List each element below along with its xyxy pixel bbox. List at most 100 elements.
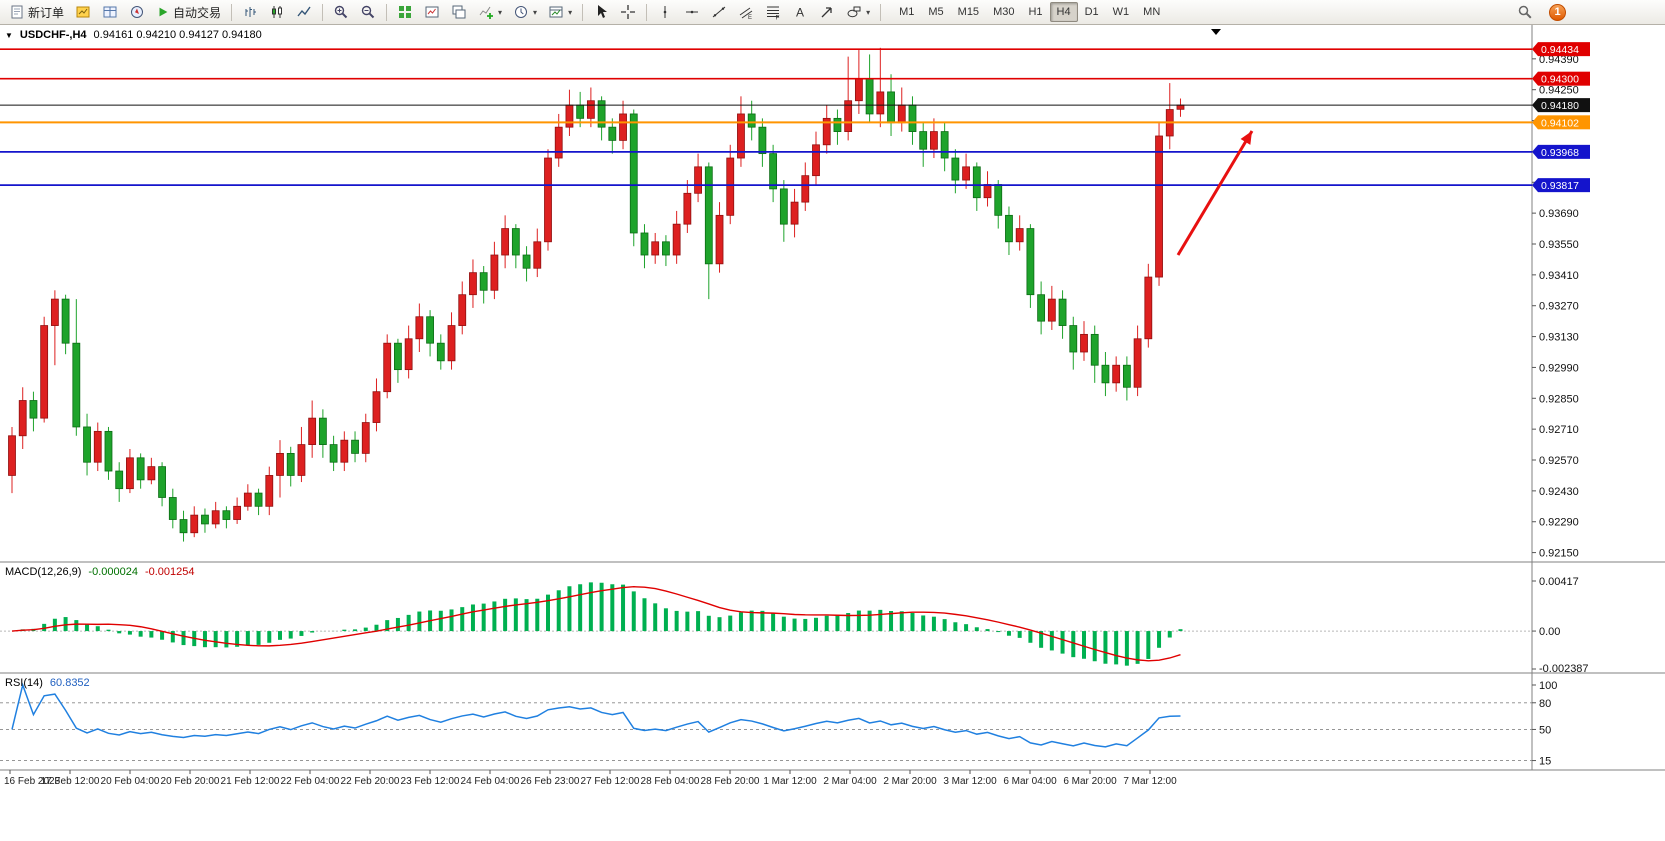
timeframe-mn-button[interactable]: MN (1143, 6, 1161, 18)
notification-badge[interactable]: 1 (1549, 3, 1566, 21)
candle-down (951, 157, 960, 181)
time-axis-label: 20 Feb 20:00 (161, 776, 220, 787)
channel-button[interactable]: E (733, 2, 759, 23)
candle-down (72, 342, 81, 428)
vertical-line-button[interactable] (652, 2, 678, 23)
candle-up (1047, 298, 1056, 322)
indicators-button[interactable]: ▾ (473, 2, 507, 23)
timeframe-d1-button[interactable]: D1 (1084, 6, 1099, 18)
candle-up (715, 214, 724, 265)
candle-up (490, 254, 499, 291)
price-tick-label: 0.92150 (1539, 548, 1579, 560)
search-button[interactable] (1512, 2, 1538, 23)
price-line-badge-label: 0.93968 (1541, 147, 1579, 159)
new-order-icon (11, 5, 23, 19)
candle-up (812, 144, 820, 177)
candle-up (233, 505, 242, 520)
timeframe-m1-button[interactable]: M1 (899, 6, 915, 18)
candle-down (394, 342, 402, 371)
price-tick-label: 0.92710 (1539, 424, 1579, 436)
price-line-badge (1538, 42, 1590, 57)
chart-canvas[interactable]: 0.943900.942500.941100.939700.938300.936… (0, 25, 1665, 795)
horizontal-line-button[interactable] (679, 2, 705, 23)
vertical-line-icon (663, 6, 667, 18)
price-line-badge-arrow (1532, 98, 1538, 113)
data-window-button[interactable] (97, 2, 123, 23)
macd-signal-value: -0.001254 (144, 566, 195, 578)
time-axis-label: 16 Feb 2023 (4, 776, 61, 787)
periods-button[interactable]: ▾ (508, 2, 542, 23)
timeframe-h4-button[interactable]: H4 (1049, 2, 1078, 22)
crosshair-button[interactable] (615, 2, 641, 23)
profiles-button[interactable] (446, 2, 472, 23)
candle-up (361, 422, 370, 454)
candle-down (640, 232, 649, 256)
chart-shift-marker[interactable] (1211, 29, 1221, 35)
indicators-caret-icon: ▾ (498, 7, 503, 17)
chart-menu-triangle-icon[interactable]: ▼ (5, 30, 13, 40)
price-line-badge (1538, 115, 1590, 130)
trend-arrow-head[interactable] (1240, 131, 1252, 145)
candle-up (533, 241, 542, 269)
new-order-button[interactable]: 新订单 (4, 2, 69, 23)
market-watch-button[interactable] (70, 2, 96, 23)
candle-down (908, 104, 917, 132)
candle-up (554, 126, 563, 159)
new-chart-button[interactable] (419, 2, 445, 23)
candle-up (983, 184, 992, 199)
candle-down (597, 100, 606, 128)
fibonacci-icon: F (767, 6, 780, 21)
candle-up (1133, 338, 1142, 388)
templates-caret-icon: ▾ (568, 7, 573, 17)
candle-up (651, 241, 660, 256)
timeframe-m5-button[interactable]: M5 (928, 6, 944, 18)
shapes-caret-icon: ▾ (866, 7, 871, 17)
candle-down (511, 228, 520, 256)
candle-down (83, 426, 91, 463)
text-tool-button[interactable]: A (787, 2, 813, 23)
candle-down (436, 342, 445, 362)
fibonacci-button[interactable]: F (760, 2, 786, 23)
price-tick-label: 0.93130 (1539, 332, 1579, 344)
arrows-tool-button[interactable] (814, 2, 840, 23)
candle-down (115, 470, 124, 490)
shapes-button[interactable]: ▾ (841, 2, 875, 23)
candle-up (1176, 104, 1185, 110)
auto-trading-button[interactable]: 自动交易 (151, 2, 226, 23)
profiles-icon (452, 5, 466, 19)
navigator-button[interactable] (124, 2, 150, 23)
time-axis-label: 21 Feb 12:00 (221, 776, 280, 787)
zoom-in-button[interactable] (328, 2, 354, 23)
candle-up (501, 228, 510, 256)
timeframe-w1-button[interactable]: W1 (1112, 6, 1130, 18)
time-axis-label: 6 Mar 20:00 (1063, 776, 1117, 787)
candle-down (329, 444, 338, 463)
candle-down (576, 104, 585, 119)
data-window-icon (103, 6, 117, 18)
bar-chart-button[interactable] (237, 2, 263, 23)
candle-down (286, 452, 295, 476)
timeframe-m30-button[interactable]: M30 (993, 6, 1015, 18)
zoom-out-button[interactable] (355, 2, 381, 23)
candle-down (29, 400, 38, 419)
candle-down (179, 519, 188, 534)
template-icon (549, 6, 563, 18)
candlestick-chart-button[interactable] (264, 2, 290, 23)
cursor-button[interactable] (588, 2, 614, 23)
candle-down (1037, 294, 1046, 322)
time-axis-label: 2 Mar 04:00 (823, 776, 877, 787)
templates-button[interactable]: ▾ (543, 2, 577, 23)
timeframe-m15-button[interactable]: M15 (957, 6, 980, 18)
candle-up (276, 452, 284, 476)
candle-down (1122, 364, 1131, 388)
price-tick-label: 0.94250 (1539, 85, 1579, 97)
line-chart-button[interactable] (291, 2, 317, 23)
svg-text:F: F (776, 15, 780, 21)
rsi-line (11, 682, 1181, 748)
trendline-button[interactable] (706, 2, 732, 23)
time-axis-label: 3 Mar 12:00 (943, 776, 997, 787)
tile-windows-button[interactable] (392, 2, 418, 23)
timeframe-h1-button[interactable]: H1 (1028, 6, 1043, 18)
trend-arrow[interactable] (1176, 130, 1254, 256)
candle-down (865, 78, 874, 115)
